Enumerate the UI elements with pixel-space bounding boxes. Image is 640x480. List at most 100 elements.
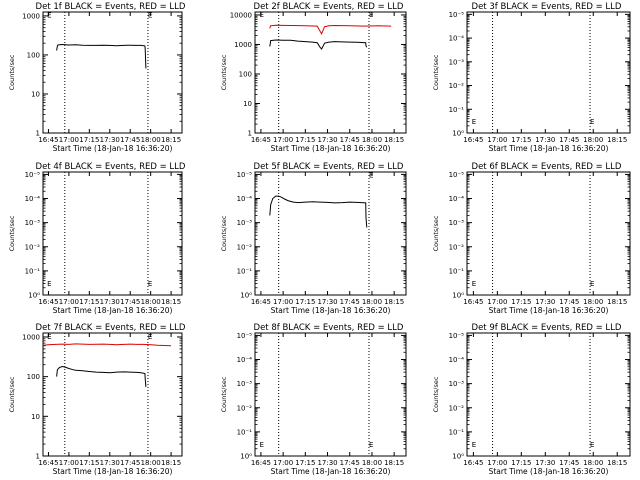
panel-title: Det 5f BLACK = Events, RED = LLD xyxy=(254,162,404,172)
y-tick-label: 10⁻⁴ xyxy=(237,356,253,364)
x-tick-label: 17:30 xyxy=(535,298,555,306)
plot-frame xyxy=(466,171,631,296)
x-tick-label: 17:45 xyxy=(120,459,140,467)
y-tick-label: 100 xyxy=(239,70,252,78)
y-axis-label: Counts/sec xyxy=(220,376,228,412)
y-axis-label: Counts/sec xyxy=(432,215,440,251)
y-tick-label: 10⁻² xyxy=(449,404,465,412)
x-tick-label: 18:15 xyxy=(161,136,181,144)
e-marker: E xyxy=(590,118,594,126)
y-tick-label: 10⁰ xyxy=(28,292,40,300)
e-marker: E xyxy=(148,12,152,20)
e-marker: E xyxy=(472,441,476,449)
y-tick-label: 10⁻¹ xyxy=(449,267,465,275)
x-axis-label: Start Time (18-Jan-18 16:36:20) xyxy=(53,467,173,476)
y-tick-label: 10⁻² xyxy=(237,404,253,412)
x-tick-label: 17:15 xyxy=(295,298,315,306)
panel-det-6f: Det 6f BLACK = Events, RED = LLD 16:45 17:… xyxy=(432,162,631,315)
x-tick-label: 17:30 xyxy=(100,459,120,467)
y-axis-label: Counts/sec xyxy=(8,376,16,412)
y-tick-label: 10⁰ xyxy=(452,453,464,461)
x-tick-label: 18:15 xyxy=(607,298,627,306)
x-tick-label: 17:45 xyxy=(340,136,360,144)
panel-title: Det 7f BLACK = Events, RED = LLD xyxy=(36,323,186,333)
e-marker: E xyxy=(472,118,476,126)
y-tick-label: 10⁰ xyxy=(240,453,252,461)
y-tick-label: 10⁻¹ xyxy=(237,428,253,436)
x-tick-label: 17:30 xyxy=(100,136,120,144)
x-tick-label: 16:45 xyxy=(251,136,271,144)
x-tick-label: 17:30 xyxy=(535,136,555,144)
y-axis-label: Counts/sec xyxy=(8,54,16,90)
lld-series-line xyxy=(269,24,392,35)
x-tick-label: 18:15 xyxy=(607,136,627,144)
plot-frame xyxy=(42,11,183,134)
x-tick-label: 17:15 xyxy=(79,459,99,467)
x-axis-label: Start Time (18-Jan-18 16:36:20) xyxy=(271,144,391,153)
x-axis-label: Start Time (18-Jan-18 16:36:20) xyxy=(489,144,609,153)
x-tick-label: 17:00 xyxy=(273,136,293,144)
panel-title: Det 6f BLACK = Events, RED = LLD xyxy=(472,162,622,172)
events-series-line xyxy=(56,43,147,69)
y-tick-label: 10⁻¹ xyxy=(449,106,465,114)
y-tick-label: 10⁻⁴ xyxy=(25,195,41,203)
y-tick-label: 100 xyxy=(27,51,40,59)
x-tick-label: 17:30 xyxy=(317,298,337,306)
x-tick-label: 17:30 xyxy=(317,459,337,467)
plot-frame xyxy=(42,332,183,457)
y-tick-label: 10⁻³ xyxy=(237,380,253,388)
y-tick-label: 1 xyxy=(36,453,40,461)
plot-frame xyxy=(254,171,407,296)
x-axis-label: Start Time (18-Jan-18 16:36:20) xyxy=(489,467,609,476)
x-axis-label: Start Time (18-Jan-18 16:36:20) xyxy=(53,306,173,315)
x-tick-label: 18:15 xyxy=(161,459,181,467)
x-tick-label: 17:45 xyxy=(120,136,140,144)
x-axis-label: Start Time (18-Jan-18 16:36:20) xyxy=(271,467,391,476)
plot-frame xyxy=(254,332,407,457)
y-tick-label: 10⁻² xyxy=(237,243,253,251)
panel-title: Det 2f BLACK = Events, RED = LLD xyxy=(254,2,404,12)
y-tick-label: 10⁻¹ xyxy=(237,267,253,275)
y-tick-label: 10⁻⁵ xyxy=(449,171,465,179)
e-marker: E xyxy=(47,333,51,341)
x-tick-label: 16:45 xyxy=(251,459,271,467)
x-tick-label: 18:15 xyxy=(384,136,404,144)
e-marker: E xyxy=(47,12,51,20)
y-tick-label: 10 xyxy=(243,100,252,108)
x-tick-label: 17:45 xyxy=(120,298,140,306)
x-tick-label: 17:00 xyxy=(59,459,79,467)
x-tick-label: 18:00 xyxy=(141,459,161,467)
x-tick-label: 17:00 xyxy=(273,298,293,306)
y-tick-label: 10⁻² xyxy=(25,243,41,251)
x-tick-label: 18:00 xyxy=(362,459,382,467)
panel-det-3f: Det 3f BLACK = Events, RED = LLD 16:45 17:… xyxy=(432,2,631,153)
y-axis-label: Counts/sec xyxy=(220,54,228,90)
x-tick-label: 17:45 xyxy=(559,298,579,306)
e-marker: E xyxy=(369,11,373,19)
x-tick-label: 16:45 xyxy=(463,298,483,306)
x-axis-label: Start Time (18-Jan-18 16:36:20) xyxy=(489,306,609,315)
x-tick-label: 17:45 xyxy=(340,459,360,467)
events-series-line xyxy=(56,365,147,387)
x-tick-label: 18:00 xyxy=(583,298,603,306)
e-marker: E xyxy=(259,441,263,449)
y-tick-label: 10⁻⁵ xyxy=(449,11,465,19)
y-tick-label: 10⁻² xyxy=(449,82,465,90)
x-tick-label: 17:00 xyxy=(59,298,79,306)
e-marker: E xyxy=(590,441,594,449)
e-marker: E xyxy=(148,280,152,288)
x-tick-label: 17:15 xyxy=(511,136,531,144)
x-tick-label: 16:45 xyxy=(463,459,483,467)
x-tick-label: 18:15 xyxy=(384,298,404,306)
y-tick-label: 10⁻³ xyxy=(25,219,41,227)
events-series-line xyxy=(269,195,368,228)
x-tick-label: 16:45 xyxy=(251,298,271,306)
y-tick-label: 10⁻¹ xyxy=(25,267,41,275)
y-tick-label: 10⁻⁵ xyxy=(25,171,41,179)
y-tick-label: 10⁻⁴ xyxy=(449,195,465,203)
x-tick-label: 17:00 xyxy=(487,136,507,144)
